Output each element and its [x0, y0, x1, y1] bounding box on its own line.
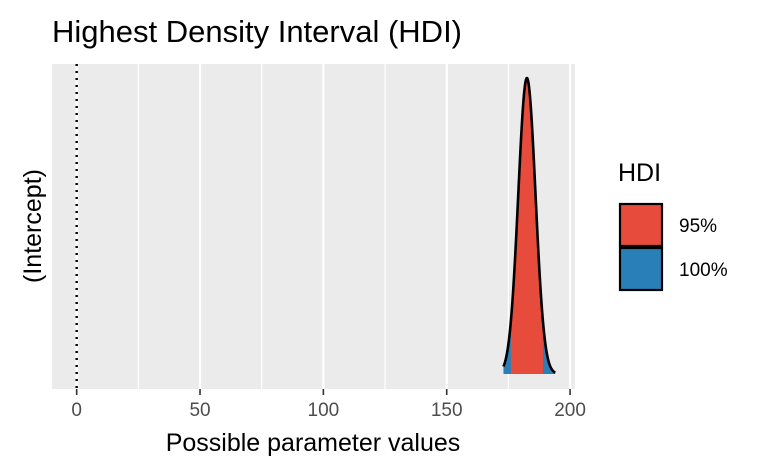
major-gridlines: [75, 64, 572, 389]
density-layer: [502, 76, 557, 374]
hdi-95-area: [510, 78, 543, 374]
x-tick-label: 200: [554, 400, 586, 421]
x-tick-label: 150: [431, 400, 463, 421]
legend-label-100: 100%: [679, 260, 728, 281]
density-outline: [502, 76, 557, 374]
x-tick-label: 100: [308, 400, 340, 421]
chart-title: Highest Density Interval (HDI): [52, 14, 462, 49]
y-axis-title: (Intercept): [19, 169, 47, 283]
x-tick-label: 0: [71, 400, 82, 421]
legend: HDI 95% 100%: [618, 159, 728, 292]
legend-swatch-95: [618, 202, 664, 248]
legend-label-95: 95%: [679, 216, 717, 237]
x-axis: 0 50 100 150 200: [71, 389, 586, 421]
legend-swatch-100: [618, 246, 664, 292]
plot-panel: [52, 64, 575, 389]
x-axis-title: Possible parameter values: [166, 429, 461, 457]
legend-title: HDI: [618, 159, 661, 187]
x-tick-label: 50: [189, 400, 210, 421]
minor-gridlines: [137, 64, 509, 389]
